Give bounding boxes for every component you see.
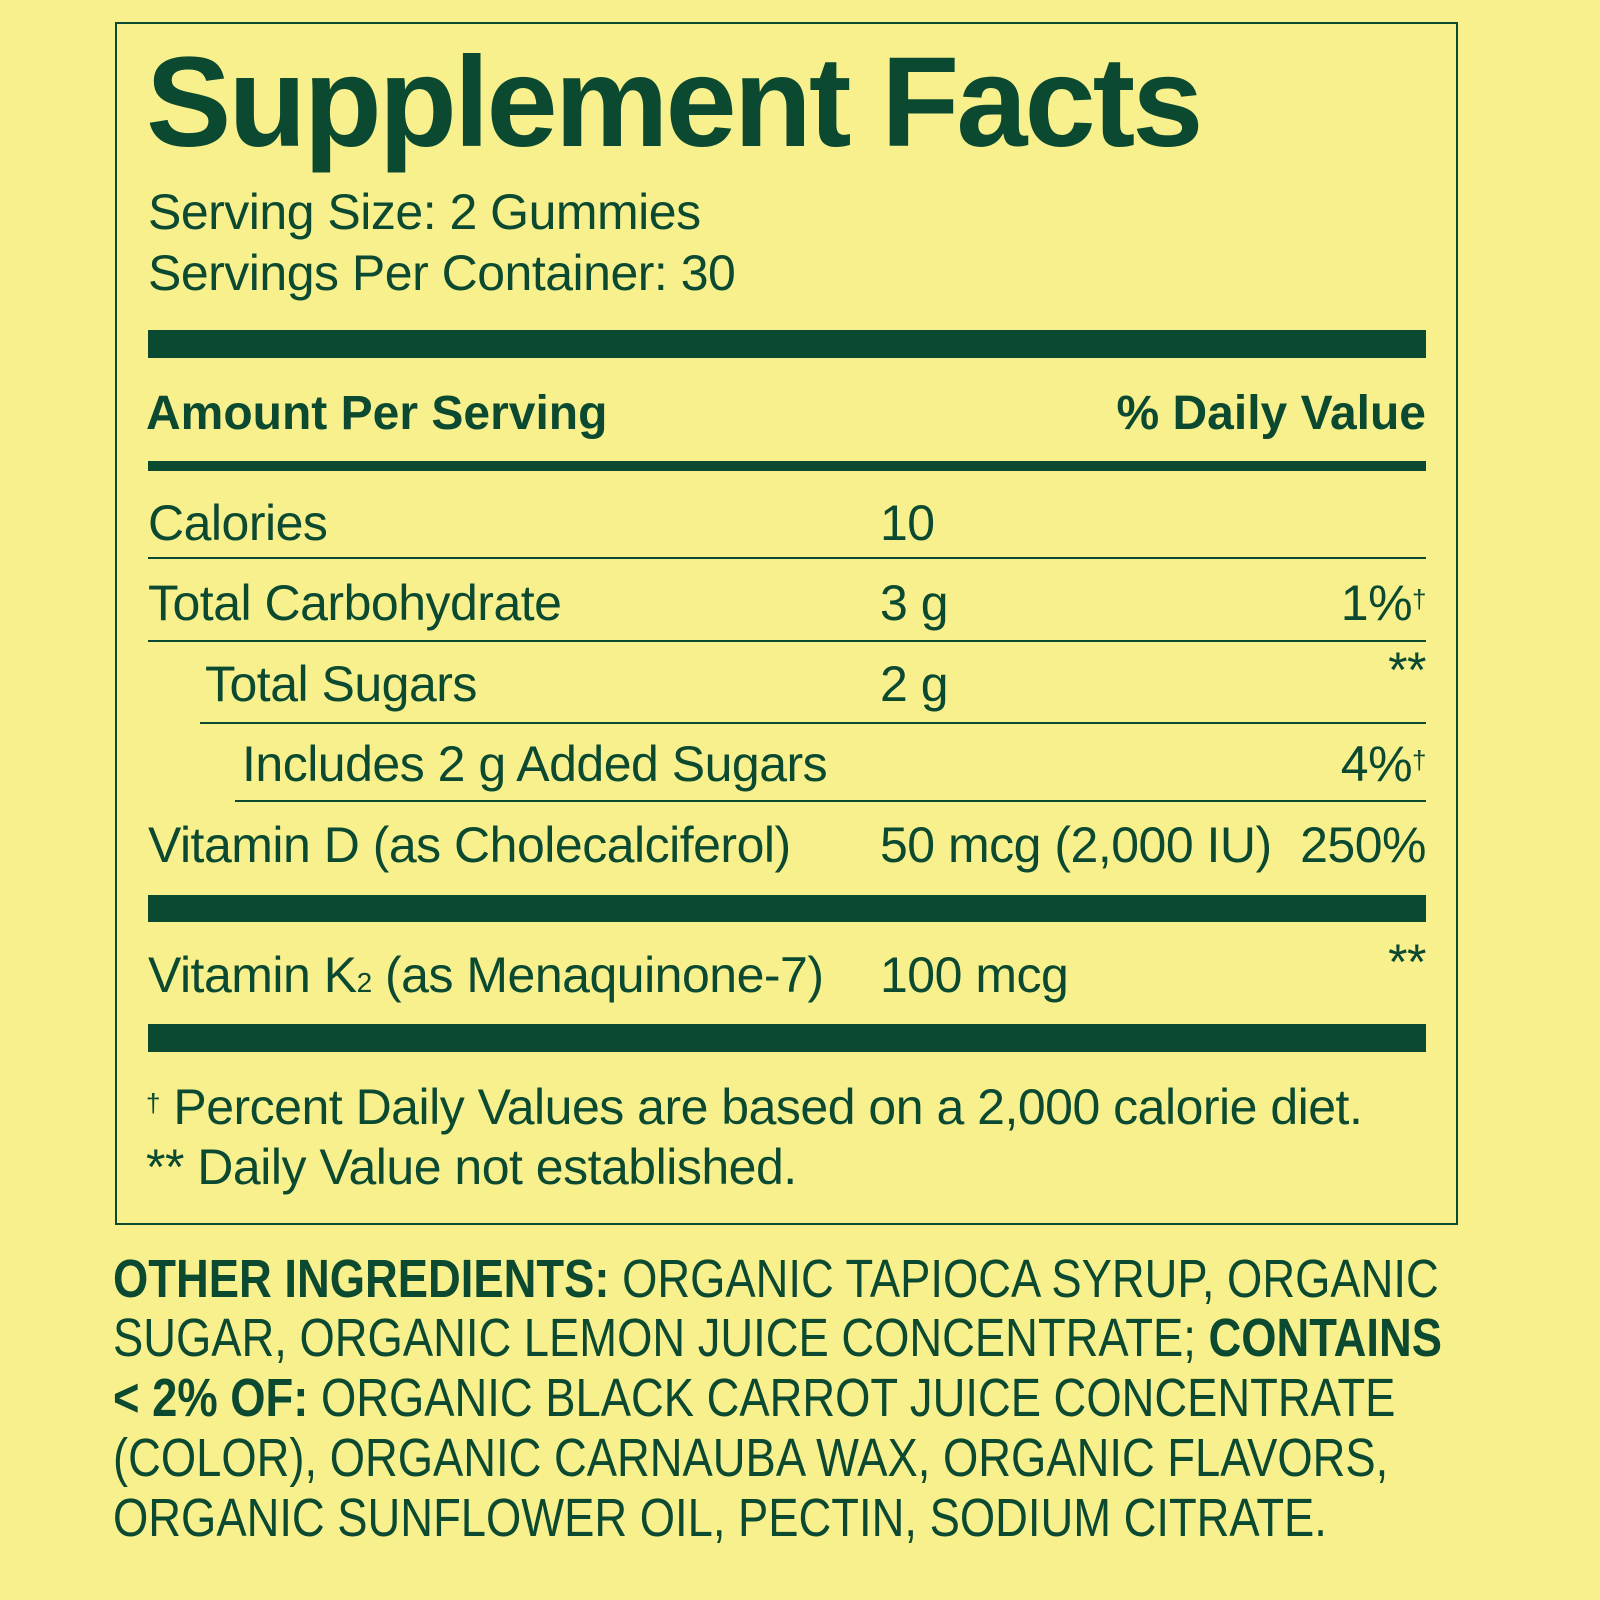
nutrient-dv: 4%† [1340,736,1427,792]
nutrient-dv: ** [1388,642,1426,698]
medium-divider [148,461,1426,471]
ingredients-line: < 2% OF: ORGANIC BLACK CARROT JUICE CONC… [113,1368,1396,1428]
nutrient-name: Vitamin K2 (as Menaquinone-7) [148,947,824,1003]
nutrient-amount: 50 mcg (2,000 IU) [880,817,1272,873]
servings-per-container: Servings Per Container: 30 [148,245,736,301]
thick-divider [148,330,1426,358]
thick-divider [148,895,1426,922]
ingredients-line: SUGAR, ORGANIC LEMON JUICE CONCENTRATE; … [113,1308,1442,1368]
daily-value-header: % Daily Value [1116,387,1427,440]
nutrient-name: Total Sugars [205,656,477,712]
supplement-facts-panel [115,22,1458,1225]
nutrient-dv: 1%† [1340,575,1427,631]
amount-per-serving-header: Amount Per Serving [146,387,608,440]
footnote-stars: ** Daily Value not established. [146,1139,797,1195]
ingredients-line: OTHER INGREDIENTS: ORGANIC TAPIOCA SYRUP… [113,1249,1439,1309]
panel-title: Supplement Facts [146,31,1203,174]
nutrient-name: Total Carbohydrate [148,575,562,631]
row-divider [148,557,1426,559]
nutrient-amount: 3 g [880,575,949,631]
nutrient-name: Vitamin D (as Cholecalciferol) [148,817,791,873]
ingredients-line: (COLOR), ORGANIC CARNAUBA WAX, ORGANIC F… [113,1428,1389,1488]
nutrient-amount: 10 [880,495,935,551]
nutrient-amount: 100 mcg [880,947,1069,1003]
nutrient-name: Includes 2 g Added Sugars [242,736,828,792]
row-divider [235,800,1426,802]
footnote-dagger: † Percent Daily Values are based on a 2,… [146,1079,1363,1135]
nutrient-name: Calories [148,495,328,551]
thick-divider [148,1024,1426,1052]
nutrient-dv: 250% [1300,817,1426,873]
ingredients-line: ORGANIC SUNFLOWER OIL, PECTIN, SODIUM CI… [113,1488,1327,1548]
serving-size: Serving Size: 2 Gummies [148,184,701,240]
nutrient-dv: ** [1388,934,1426,990]
row-divider [200,722,1426,724]
nutrient-amount: 2 g [880,656,949,712]
row-divider [148,640,1426,642]
